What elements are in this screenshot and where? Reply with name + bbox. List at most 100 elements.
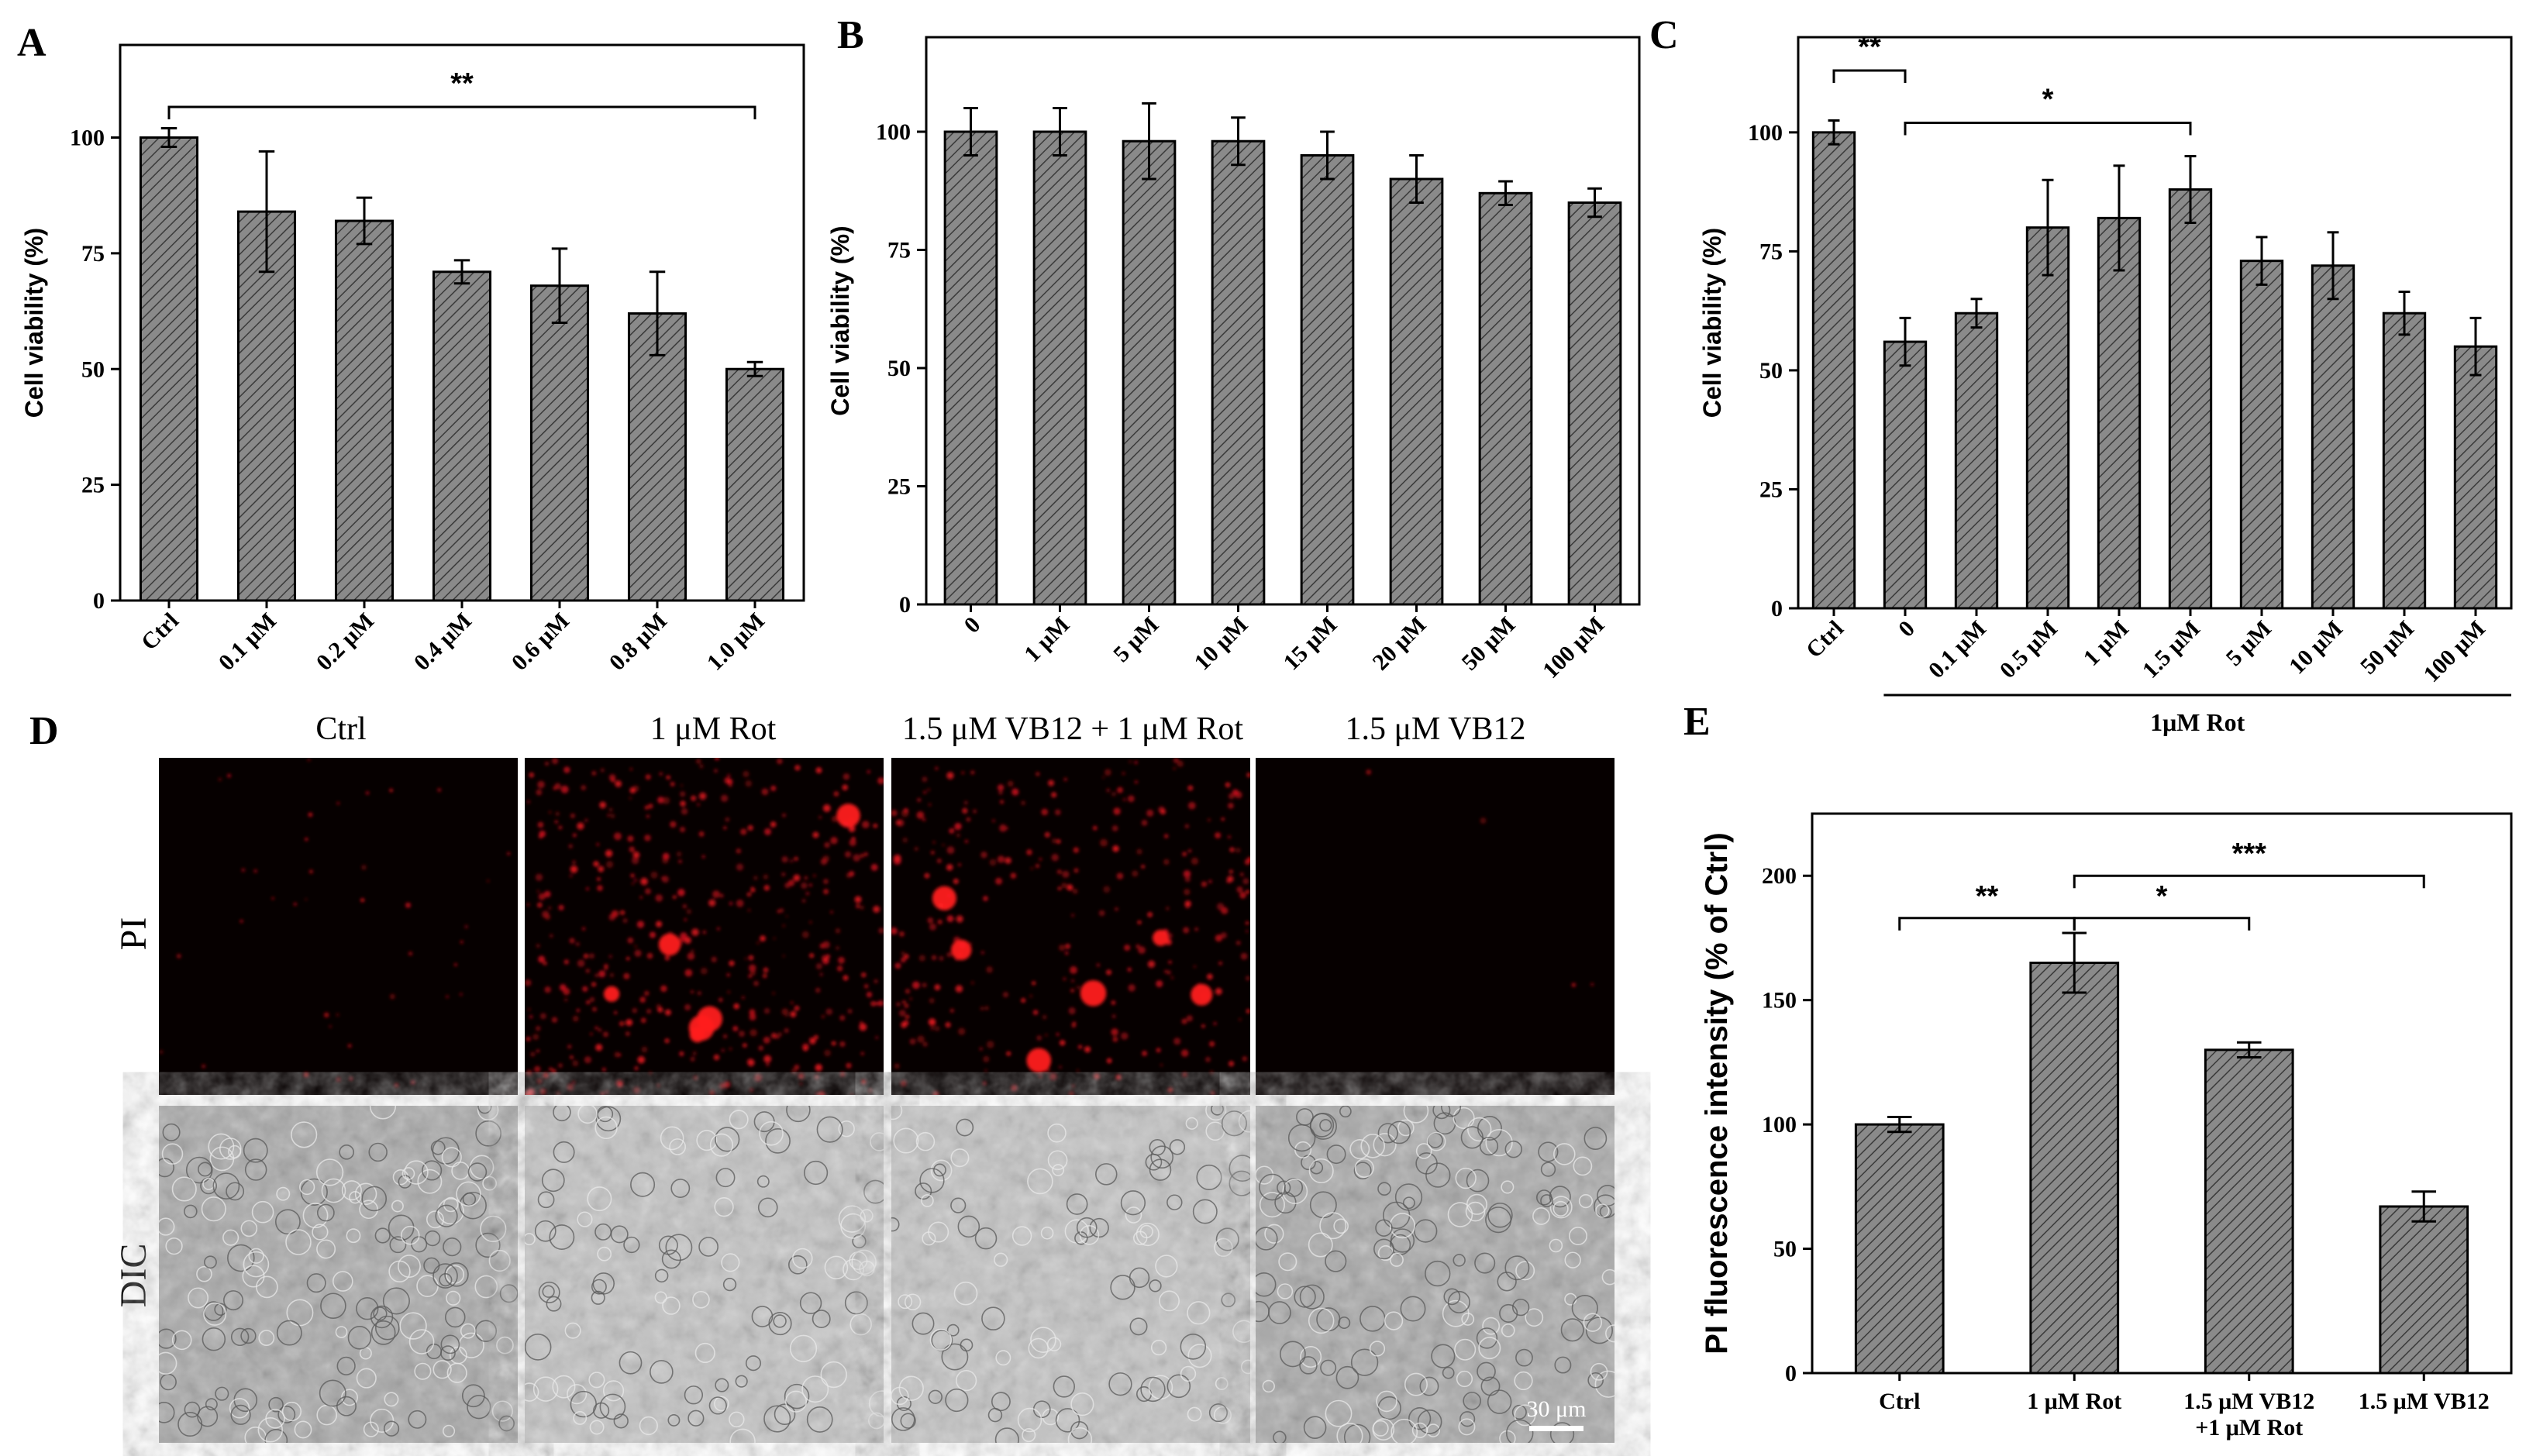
pi-image-2	[891, 758, 1250, 1095]
dic-image-0	[159, 1106, 518, 1443]
x-tick-label-a-4: 0.6 μM	[507, 608, 574, 676]
x-tick-label-e-3: 1.5 μM VB12	[2359, 1389, 2490, 1414]
y-tick-label-a: 75	[81, 241, 105, 267]
y-tick-label-e: 150	[1762, 988, 1797, 1014]
significance-label-a-0: **	[450, 67, 474, 100]
bar-a-6	[725, 367, 785, 602]
scale-bar-label: 30 μm	[1527, 1396, 1587, 1422]
x-tick-label-a-2: 0.2 μM	[312, 608, 379, 676]
plot-frame-e	[1811, 812, 2513, 1375]
bar-c-4	[2097, 216, 2142, 610]
bar-b-6	[1478, 191, 1533, 606]
bar-a-0	[139, 136, 199, 602]
y-tick-label-b: 100	[876, 119, 911, 145]
x-tick-label-c-6: 5 μM	[2221, 616, 2276, 671]
error-bar-a-5	[649, 270, 666, 356]
significance-label-c-1: *	[2042, 84, 2054, 116]
x-tick-label-b-3: 10 μM	[1190, 612, 1253, 676]
significance-label-e-2: ***	[2232, 838, 2267, 870]
y-tick-label-c: 0	[1771, 596, 1783, 621]
error-bar-a-1	[258, 150, 275, 274]
x-tick-label-b-4: 15 μM	[1279, 612, 1342, 676]
y-axis-title-b: Cell viability (%)	[826, 225, 854, 415]
x-tick-label-c-1: 0	[1894, 616, 1920, 642]
bar-c-6	[2239, 260, 2284, 610]
dic-image-2	[891, 1106, 1250, 1443]
panel-letter-e: E	[1683, 700, 1711, 744]
bar-e-1	[2029, 962, 2120, 1375]
y-tick-label-c: 50	[1759, 358, 1783, 384]
chart-a: 0 25 50 75 100 Cell viability (%) Ctrl 0.1 μM 0.…	[20, 43, 805, 676]
panel-letter-c: C	[1649, 13, 1679, 57]
error-bar-b-0	[963, 107, 978, 157]
error-bar-c-5	[2184, 155, 2197, 225]
y-tick-label-a: 50	[81, 356, 105, 382]
y-axis-title-a: Cell viability (%)	[20, 228, 48, 418]
significance-label-e-1: *	[2156, 880, 2168, 913]
plot-frame-c	[1797, 36, 2513, 610]
x-tick-label-a-0: Ctrl	[136, 608, 184, 656]
bar-b-5	[1389, 177, 1444, 606]
bar-b-0	[943, 130, 998, 606]
x-tick-label-c-2: 0.1 μM	[1924, 616, 1991, 683]
error-bar-a-2	[356, 196, 373, 246]
error-bar-c-0	[1828, 119, 1840, 146]
x-tick-label-a-6: 1.0 μM	[702, 608, 770, 676]
y-tick-label-c: 75	[1759, 239, 1783, 264]
x-tick-label-c-4: 1 μM	[2079, 616, 2134, 671]
bar-a-3	[432, 270, 492, 602]
error-bar-b-7	[1587, 187, 1602, 219]
bar-b-1	[1032, 130, 1087, 606]
chart-e: 0 50 100 150 200 PI fluorescence intensity (%…	[1700, 812, 2513, 1441]
x-tick-label-c-9: 100 μM	[2418, 616, 2490, 688]
significance-bracket-a-0: **	[167, 67, 756, 119]
x-tick-label-b-2: 5 μM	[1108, 612, 1163, 667]
chart-b: 0 25 50 75 100 Cell viability (%) 0 1 μM 5 μM 10 …	[826, 36, 1641, 683]
bar-c-2	[1954, 312, 1999, 610]
bar-a-4	[529, 284, 590, 602]
bar-e-0	[1854, 1123, 1945, 1375]
error-bar-c-2	[1970, 298, 1983, 329]
pi-image-3	[1256, 758, 1615, 1095]
bar-c-3	[2025, 226, 2070, 610]
column-header-vb12: 1.5 μM VB12	[1346, 711, 1526, 747]
row-header-pi: PI	[113, 917, 154, 951]
bar-c-8	[2382, 312, 2427, 610]
y-tick-label-e: 50	[1773, 1237, 1797, 1262]
x-tick-label-c-8: 50 μM	[2355, 616, 2419, 680]
error-bar-e-2	[2236, 1041, 2262, 1058]
dic-image-3	[1256, 1106, 1615, 1443]
y-tick-label-e: 0	[1785, 1361, 1797, 1386]
bar-b-7	[1567, 201, 1622, 606]
bar-c-9	[2453, 345, 2498, 610]
error-bar-c-1	[1899, 316, 1911, 367]
error-bar-a-0	[160, 127, 177, 148]
bar-b-3	[1211, 139, 1266, 606]
bar-e-3	[2379, 1205, 2469, 1375]
x-tick-label-e-1: 1 μM Rot	[2027, 1389, 2121, 1414]
y-tick-label-e: 200	[1762, 863, 1797, 889]
significance-bracket-e-2: ***	[2073, 838, 2425, 889]
bar-e-2	[2204, 1048, 2294, 1375]
x-tick-label-b-5: 20 μM	[1368, 612, 1432, 676]
error-bar-c-8	[2398, 291, 2411, 336]
error-bar-b-4	[1320, 130, 1335, 181]
bar-c-5	[2168, 188, 2213, 610]
bar-c-7	[2311, 264, 2355, 610]
column-header-rot: 1 μM Rot	[650, 711, 777, 747]
significance-bracket-e-1: *	[2073, 880, 2251, 931]
y-tick-label-a: 0	[93, 588, 105, 614]
y-tick-label-c: 25	[1759, 477, 1783, 502]
significance-bracket-c-0: **	[1832, 31, 1907, 83]
error-bar-e-3	[2411, 1190, 2437, 1223]
y-tick-label-b: 75	[887, 238, 911, 263]
y-tick-label-b: 0	[899, 592, 911, 618]
error-bar-b-5	[1409, 154, 1424, 204]
x-tick-label-c-0: Ctrl	[1801, 616, 1849, 663]
panel-letter-d: D	[29, 709, 59, 753]
column-header-ctrl: Ctrl	[315, 711, 366, 747]
error-bar-e-0	[1887, 1115, 1912, 1134]
x-tick-label-c-3: 0.5 μM	[1995, 616, 2062, 683]
